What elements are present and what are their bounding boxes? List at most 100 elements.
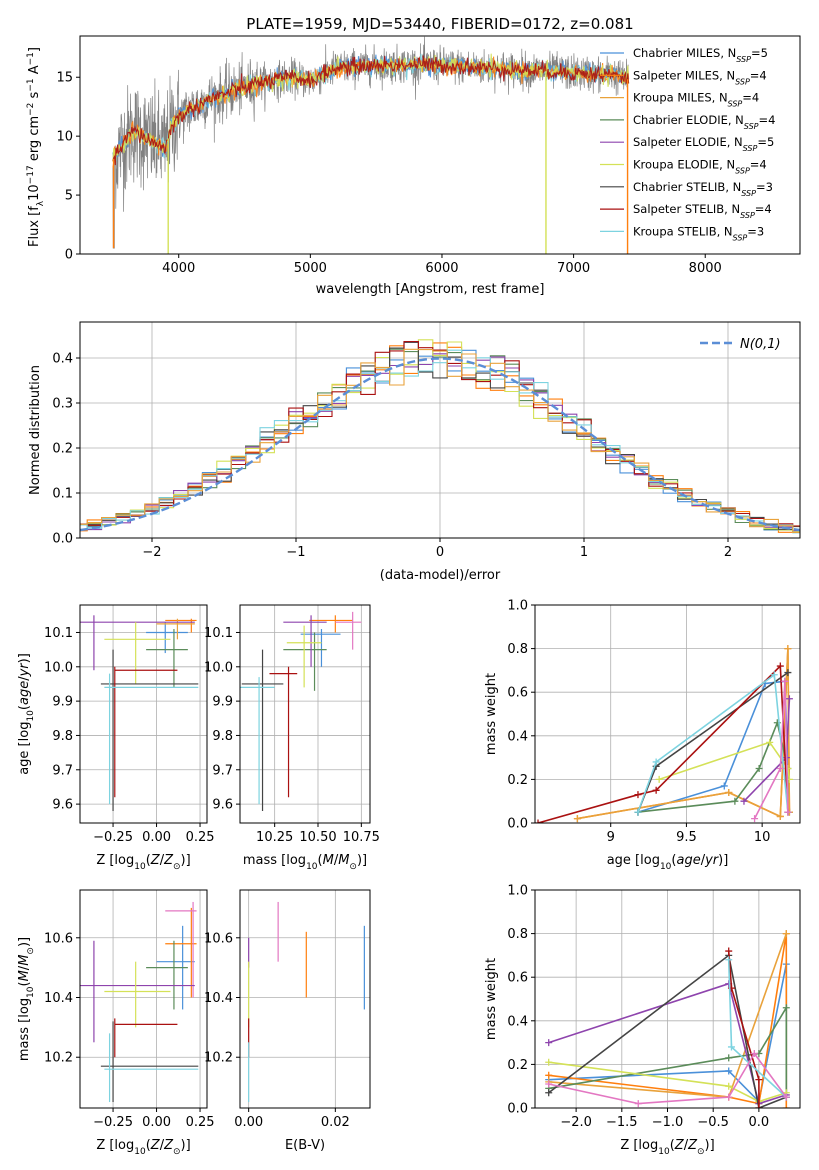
x-tick-label: 0.25: [186, 1115, 215, 1130]
weight-point-marker: [755, 765, 763, 772]
x-tick-label: −1: [286, 545, 305, 560]
weight-point-marker: [750, 1050, 758, 1057]
y-tick-label: 0.4: [52, 352, 73, 367]
weight-point-marker: [766, 738, 774, 746]
y-tick-label: 10.6: [44, 931, 73, 946]
spectrum-panel: 4000 5000 6000 7000 8000 0 5 10 15 wavelength [An…: [26, 35, 801, 297]
weight_vs_age-panel: 9 9.5 10 0.0 0.2 0.4 0.6 0.8 1.0 age [log10(age/y…: [484, 599, 801, 872]
x-tick-label: 6000: [425, 261, 458, 276]
axes-frame: [79, 35, 801, 255]
x-axis-label: Z [log10(Z/Z⊙)]: [620, 1138, 714, 1157]
x-tick-label: −0.5: [697, 1115, 729, 1130]
residuals-panel: −2 −1 0 1 2 0.0 0.1 0.2 0.3 0.4 (data-model)/error…: [28, 321, 801, 583]
x-axis-label: Z [log10(Z/Z⊙)]: [96, 853, 190, 872]
legend-entry: Salpeter STELIB, NSSP=4: [633, 202, 772, 220]
x-tick-label: 10: [754, 830, 771, 845]
x-tick-label: −1.0: [652, 1115, 684, 1130]
weight-point-marker: [725, 1067, 733, 1075]
y-tick-label: 0.0: [507, 817, 528, 832]
weight-series-line: [727, 950, 760, 1108]
y-tick-label: 10.0: [44, 660, 73, 675]
weight-point-marker: [545, 1080, 553, 1088]
weight-series-line: [577, 648, 791, 820]
axes-frame: [239, 889, 371, 1109]
age_vs_Z-panel: −0.25 0.00 0.25 9.6 9.7 9.8 9.9 10.0 10.1 Z [log1…: [17, 604, 215, 872]
x-tick-label: 0: [436, 545, 444, 560]
y-tick-label: 9.9: [212, 695, 233, 710]
weight-point-marker: [755, 1104, 763, 1108]
weight-point-marker: [776, 662, 784, 670]
weight-point-marker: [782, 930, 790, 938]
y-tick-label: 9.7: [212, 763, 233, 778]
weight-point-marker: [781, 677, 789, 685]
weight-point-marker: [770, 671, 778, 679]
x-tick-label: 0.25: [186, 830, 215, 845]
y-tick-label: 10.1: [204, 626, 233, 641]
residual-histogram: [80, 348, 800, 531]
weight-point-marker: [545, 1071, 553, 1079]
x-tick-label: −2: [142, 545, 161, 560]
y-tick-label: 0.4: [507, 1014, 528, 1029]
weight-point-marker: [784, 645, 792, 653]
age_vs_mass-panel: 10.25 10.50 10.75 9.6 9.7 9.8 9.9 10.0 10.1 mass …: [204, 604, 380, 872]
weight-point-marker: [725, 788, 733, 796]
weight-point-marker: [727, 1043, 735, 1051]
weight-point-marker: [776, 812, 784, 820]
x-tick-label: 0.00: [142, 1115, 171, 1130]
x-tick-label: 7000: [557, 261, 590, 276]
weight-point-marker: [782, 1104, 790, 1108]
y-tick-label: 9.8: [212, 729, 233, 744]
axes-frame: [534, 604, 801, 824]
x-tick-label: 10.25: [256, 830, 293, 845]
y-tick-label: 10.1: [44, 626, 73, 641]
y-tick-label: 9.8: [52, 729, 73, 744]
y-tick-label: 9.6: [212, 798, 233, 813]
y-tick-label: 0.2: [507, 773, 528, 788]
x-tick-label: 2: [724, 545, 732, 560]
weight-point-marker: [782, 1093, 790, 1101]
x-axis-label: age [log10(age/yr)]: [607, 853, 729, 872]
y-tick-label: 5: [65, 189, 73, 204]
y-tick-label: 0.1: [52, 487, 73, 502]
x-tick-label: 0.00: [234, 1115, 263, 1130]
mass_vs_Z-panel: −0.25 0.00 0.25 10.2 10.4 10.6 Z [log10(Z/Z⊙)]…: [17, 889, 215, 1157]
weight-point-marker: [652, 786, 660, 794]
weight-point-marker: [634, 808, 642, 816]
weight-series-line: [577, 648, 791, 820]
weight-series-line: [548, 982, 787, 1105]
x-axis-label: E(B-V): [285, 1138, 325, 1153]
legend: Chabrier MILES, NSSP=5 Salpeter MILES, NS…: [600, 46, 775, 242]
weight-series-line: [548, 1061, 787, 1103]
weight-point-marker: [784, 669, 792, 677]
x-tick-label: −0.25: [93, 1115, 133, 1130]
weight-point-marker: [573, 815, 581, 823]
weight-point-marker: [545, 1089, 553, 1097]
x-axis-label: mass [log10(M/M⊙)]: [243, 853, 367, 872]
weight_vs_Z-panel: −2.0 −1.5 −1.0 −0.5 0.0 0.0 0.2 0.4 0.6 0.8 1.0 Z […: [484, 884, 801, 1157]
y-tick-label: 10.6: [204, 931, 233, 946]
legend-entry: Chabrier MILES, NSSP=5: [633, 46, 768, 64]
y-tick-label: 0.3: [52, 397, 73, 412]
y-tick-label: 9.7: [52, 763, 73, 778]
weight-point-marker: [755, 1076, 763, 1084]
y-tick-label: 10.4: [204, 991, 233, 1006]
weight-point-marker: [725, 947, 733, 955]
weight-point-marker: [545, 1058, 553, 1066]
y-tick-label: 9.9: [52, 695, 73, 710]
y-tick-label: 1.0: [507, 599, 528, 614]
y-tick-label: 10.2: [44, 1051, 73, 1066]
axes-frame: [79, 889, 208, 1109]
legend-entry: N(0,1): [740, 337, 781, 352]
weight-point-marker: [782, 1004, 790, 1012]
y-tick-label: 0.6: [507, 686, 528, 701]
x-tick-label: 10.50: [299, 830, 336, 845]
weight-point-marker: [655, 775, 663, 783]
weight-point-marker: [725, 956, 733, 964]
legend-entry: Kroupa MILES, NSSP=4: [633, 91, 759, 109]
y-axis-label: Normed distribution: [28, 365, 43, 495]
weight-series-line: [537, 664, 789, 823]
y-tick-label: 10.0: [204, 660, 233, 675]
y-tick-label: 0.2: [507, 1058, 528, 1073]
legend-entry: Kroupa ELODIE, NSSP=4: [633, 158, 767, 176]
